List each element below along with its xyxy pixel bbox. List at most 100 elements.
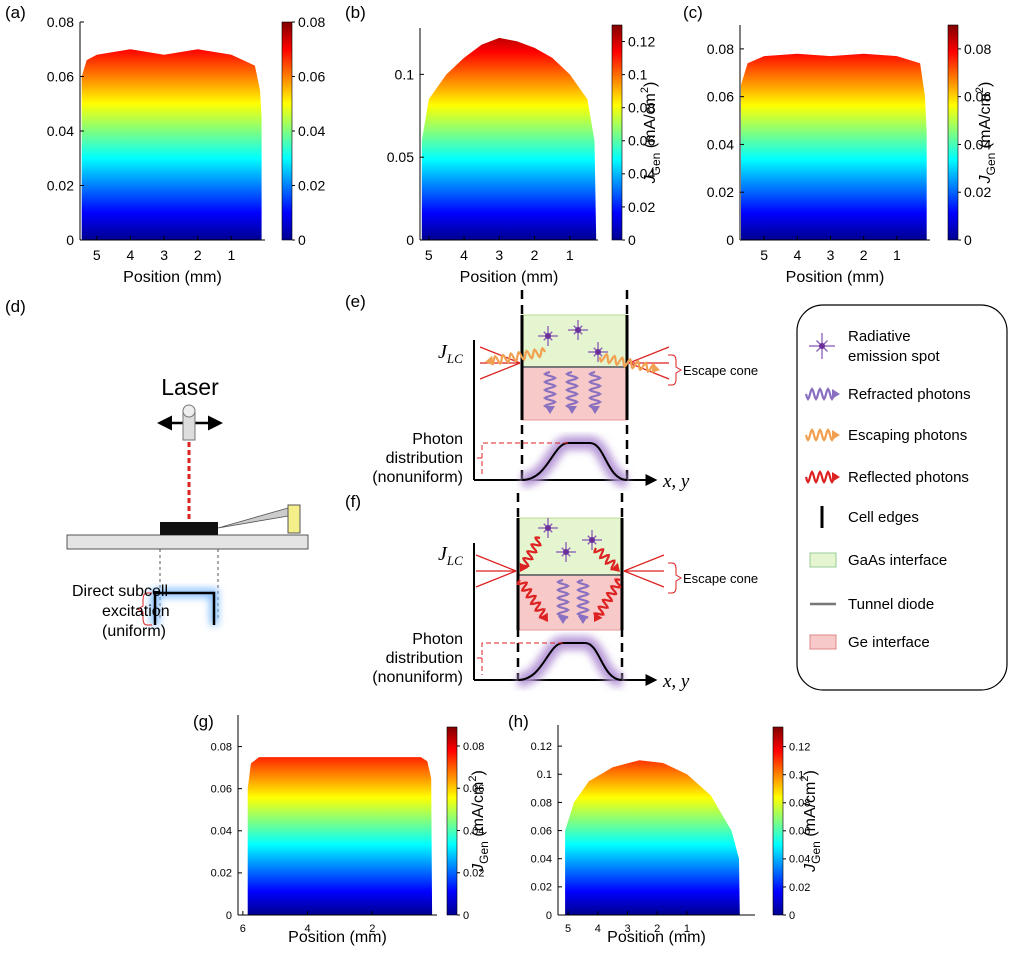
x-tick-label: 6 <box>240 923 246 935</box>
photon-wave <box>520 536 542 568</box>
ylabel-close: ) <box>642 82 659 87</box>
y-tick-label: 0.06 <box>211 784 232 796</box>
ylabel-sup: 2 <box>467 775 479 781</box>
x-tick-label: 3 <box>827 247 835 263</box>
distribution-text: (nonuniform) <box>372 669 463 686</box>
star-core <box>575 327 581 333</box>
wave-arrowhead <box>519 562 529 572</box>
colorbar-tick-label: 0.04 <box>964 136 991 152</box>
legend-text: Escaping photons <box>848 427 967 444</box>
legend-text: Refracted photons <box>848 386 971 403</box>
stage <box>66 534 309 550</box>
y-tick-label: 0.06 <box>47 68 74 84</box>
dist-bracket <box>476 642 563 675</box>
x-tick-label: 2 <box>654 923 660 935</box>
colorbar-tick-label: 0.06 <box>628 133 655 149</box>
y-tick-label: 0.02 <box>531 882 552 894</box>
star-core <box>595 349 601 355</box>
star-core <box>589 537 595 543</box>
legend-ge <box>809 634 837 650</box>
photon-wave <box>543 370 557 410</box>
x-tick-label: 3 <box>624 923 630 935</box>
escape-ray <box>479 346 521 364</box>
panel-label: (e) <box>345 292 366 311</box>
jlc-sub: LC <box>446 553 463 568</box>
ylabel-unit: (mA/cm <box>642 93 659 153</box>
distribution-text: Photon <box>412 631 463 648</box>
wave-arrowhead <box>590 406 600 414</box>
colorbar-tick-label: 0.04 <box>789 854 810 866</box>
surface <box>565 760 740 915</box>
ylabel-unit: (mA/cm <box>802 782 819 842</box>
excitation-text: excitation <box>102 603 170 620</box>
ylabel-sup: 2 <box>799 775 811 781</box>
y-tick-label: 0.08 <box>707 41 734 57</box>
escape-ray <box>623 554 665 572</box>
photon-wave <box>588 370 602 410</box>
probe-holder <box>287 504 301 534</box>
jlc-label: JLC <box>438 543 463 568</box>
panel-label: (h) <box>508 712 529 731</box>
y-tick-label: 0.08 <box>47 14 74 30</box>
photon-wave <box>565 370 579 410</box>
colorbar-tick-label: 0.04 <box>628 166 655 182</box>
colorbar-tick-label: 0 <box>789 910 795 922</box>
chart-panel: (c) 0 0.02 0.04 0.06 0.08 5 4 3 2 1 Position (mm) 0 0… <box>683 3 998 286</box>
colorbar-tick-label: 0.02 <box>298 177 325 193</box>
chart-panel: (b) 0 0.05 0.1 5 4 3 2 1 Position (mm) 0 0.02 0.04 0.… <box>345 3 663 286</box>
probe <box>217 507 289 529</box>
colorbar-tick-label: 0.06 <box>298 68 325 84</box>
star-core <box>563 549 569 555</box>
y-tick-label: 0.04 <box>707 136 734 152</box>
legend-gaas <box>809 552 837 568</box>
x-tick-label: 4 <box>127 247 135 263</box>
colorbar-tick-label: 0.02 <box>964 184 991 200</box>
ylabel-close: ) <box>470 770 487 775</box>
jlc-sub: LC <box>446 351 463 366</box>
photon-wave <box>556 578 570 619</box>
laser-top <box>182 404 196 418</box>
gaas-layer <box>521 314 628 368</box>
x-tick-label: 5 <box>425 247 433 263</box>
photon-wave <box>516 579 546 619</box>
wave-arrowhead <box>485 355 494 366</box>
photon-wave <box>491 346 546 366</box>
colorbar-tick-label: 0.12 <box>628 33 655 49</box>
bracket <box>137 592 152 626</box>
colorbar-tick-label: 0.02 <box>789 882 810 894</box>
x-tick-label: 2 <box>369 923 375 935</box>
photon-wave <box>593 547 616 571</box>
photon-wave <box>804 470 836 484</box>
escape-cone-label: Escape cone <box>683 363 758 378</box>
colorbar-tick-label: 0 <box>964 232 972 248</box>
escape-cone-label: Escape cone <box>683 571 758 586</box>
colorbar <box>281 21 293 241</box>
x-tick-label: 4 <box>305 923 311 935</box>
x-tick-label: 4 <box>595 923 601 935</box>
legend-text: Reflected photons <box>848 469 969 486</box>
uniform-profile <box>153 591 216 625</box>
x-tick-label: 5 <box>760 247 768 263</box>
photon-wave <box>593 578 622 616</box>
ylabel-sup: 2 <box>974 87 986 93</box>
ge-layer <box>517 574 623 631</box>
colorbar-tick-label: 0.08 <box>463 741 484 753</box>
jlc-symbol: J <box>438 341 448 363</box>
ylabel-unit: (mA/cm <box>470 782 487 842</box>
wave-arrowhead <box>558 616 568 624</box>
colorbar-tick-label: 0.02 <box>628 199 655 215</box>
legend-text: Tunnel diode <box>848 596 934 613</box>
x-tick-label: 2 <box>194 247 202 263</box>
wave-arrowhead <box>578 616 588 624</box>
x-axis-label: Position (mm) <box>786 269 885 286</box>
colorbar-tick-label: 0.08 <box>628 100 655 116</box>
colorbar-tick-label: 0.12 <box>789 741 810 753</box>
chart-panel: (a) 0 0.02 0.04 0.06 0.08 5 4 3 2 1 Position (mm) 0 0… <box>5 3 325 286</box>
wave-arrowhead <box>539 612 548 622</box>
diagram-e: (e) JLC Escape cone Photon distribution (nonu… <box>345 290 758 492</box>
panel-label: (b) <box>345 3 366 22</box>
y-axis-label: JGen (mA/cm2) <box>799 770 823 873</box>
wave-arrowhead <box>610 562 620 572</box>
panel-label: (a) <box>5 3 26 22</box>
